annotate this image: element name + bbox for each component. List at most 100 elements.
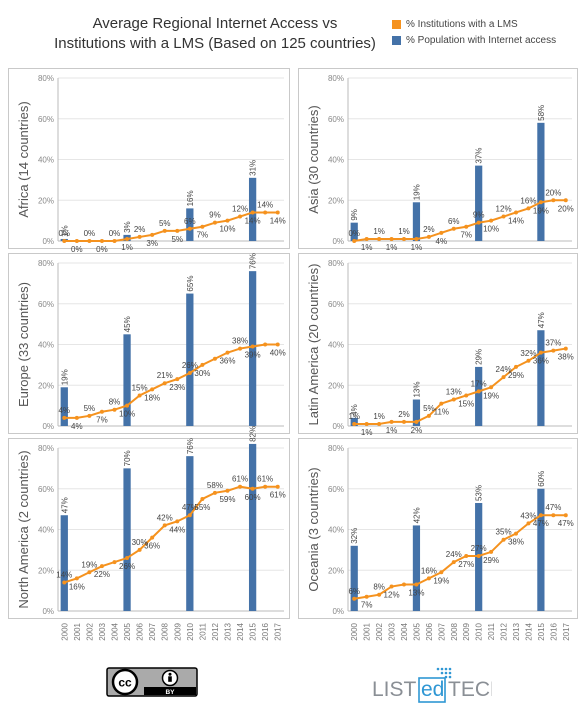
bar-data-label: 31% (249, 160, 258, 176)
y-tick-label: 20% (328, 566, 344, 575)
lms-point (150, 535, 155, 540)
lms-point (451, 560, 456, 565)
logo-text-list: LIST (372, 678, 417, 701)
line-data-label: 14% (245, 216, 261, 225)
x-tick-label: 2015 (249, 622, 258, 640)
y-tick-label: 0% (42, 237, 54, 246)
lms-point (526, 358, 531, 363)
lms-point (250, 344, 255, 349)
line-data-label: 5% (84, 404, 96, 413)
line-data-label: 38% (232, 337, 248, 346)
x-tick-label: 2005 (123, 622, 132, 640)
line-data-label: 36% (219, 357, 235, 366)
x-tick-label: 2002 (85, 622, 94, 640)
lms-point (212, 220, 217, 225)
y-tick-label: 40% (38, 341, 54, 350)
y-tick-label: 40% (38, 156, 54, 165)
logo-ed-box (418, 677, 446, 703)
bar (123, 334, 131, 426)
bar-data-label: 4% (350, 404, 359, 416)
lms-point (476, 389, 481, 394)
legend-swatch-lms (392, 19, 401, 29)
lms-point (352, 421, 357, 426)
lms-point (426, 234, 431, 239)
lms-point (87, 570, 92, 575)
lms-point (162, 523, 167, 528)
lms-point (439, 401, 444, 406)
lms-point (200, 362, 205, 367)
line-data-label: 38% (558, 353, 574, 362)
lms-point (551, 513, 556, 518)
bar (60, 387, 68, 426)
bar (412, 525, 421, 611)
lms-point (212, 490, 217, 495)
x-tick-label: 2004 (111, 622, 120, 640)
lms-point (175, 377, 180, 382)
lms-point (112, 560, 117, 565)
line-data-label: 23% (169, 383, 185, 392)
lms-point (200, 496, 205, 501)
lms-point (389, 236, 394, 241)
line-data-label: 19% (483, 391, 499, 400)
lms-point (402, 236, 406, 241)
lms-point (538, 513, 543, 518)
line-data-label: 30% (194, 369, 210, 378)
bar-data-label: 53% (475, 485, 484, 501)
line-data-label: 60% (245, 493, 261, 502)
line-data-label: 17% (471, 379, 487, 388)
y-tick-label: 60% (328, 300, 344, 309)
line-data-label: 36% (533, 357, 549, 366)
chart-title-line-2: Institutions with a LMS (Based on 125 co… (54, 35, 376, 52)
bar (537, 330, 545, 426)
line-data-label: 26% (119, 562, 135, 571)
line-data-label: 1% (386, 243, 398, 252)
line-data-label: 16% (520, 196, 536, 205)
line-data-label: 47% (533, 519, 549, 528)
bar (412, 399, 421, 426)
y-tick-label: 0% (42, 422, 54, 431)
bar-data-label: 70% (123, 450, 132, 466)
line-data-label: 1% (411, 243, 423, 252)
x-tick-label: 2008 (161, 622, 170, 640)
line-data-label: 0% (71, 245, 83, 254)
panel-1: 0% 20% 40% 60% 80% Asia (30 countries) 9% 19% 37… (298, 68, 578, 252)
bar (248, 271, 257, 426)
panel-frame (8, 438, 290, 619)
lms-point (414, 582, 419, 587)
lms-point (125, 556, 130, 561)
x-tick-label: 2007 (437, 622, 446, 640)
lms-point (137, 234, 142, 239)
panel-frame (8, 68, 290, 249)
y-tick-label: 0% (332, 237, 344, 246)
x-tick-label: 2016 (261, 622, 270, 640)
line-data-label: 18% (144, 393, 160, 402)
lms-point (514, 531, 518, 536)
lms-point (250, 486, 255, 491)
line-data-label: 36% (144, 542, 160, 551)
lms-point (238, 484, 243, 489)
lms-point (238, 346, 243, 351)
lms-point (125, 236, 130, 241)
line-data-label: 13% (446, 388, 462, 397)
line-data-label: 27% (471, 544, 487, 553)
panel-frame (298, 438, 578, 619)
lms-point (250, 210, 255, 215)
bar-data-label: 19% (412, 184, 421, 200)
lms-point (364, 594, 369, 599)
x-tick-label: 2002 (375, 622, 384, 640)
line-data-label: 44% (169, 525, 185, 534)
line-data-label: 7% (361, 601, 373, 610)
panel-5: 0% 20% 40% 60% 80% Oceania (3 countries) 32% 42… (298, 438, 578, 619)
line-data-label: 47% (182, 503, 198, 512)
lms-point (464, 393, 469, 398)
lms-series-line (354, 514, 566, 600)
lms-point (225, 218, 230, 223)
y-tick-label: 20% (328, 196, 344, 205)
line-data-label: 5% (171, 235, 183, 244)
line-data-label: 0% (348, 229, 360, 238)
x-tick-label: 2001 (73, 622, 82, 640)
lms-point (74, 576, 79, 581)
line-data-label: 1% (373, 227, 385, 236)
lms-point (476, 553, 481, 558)
lms-point (99, 409, 104, 414)
